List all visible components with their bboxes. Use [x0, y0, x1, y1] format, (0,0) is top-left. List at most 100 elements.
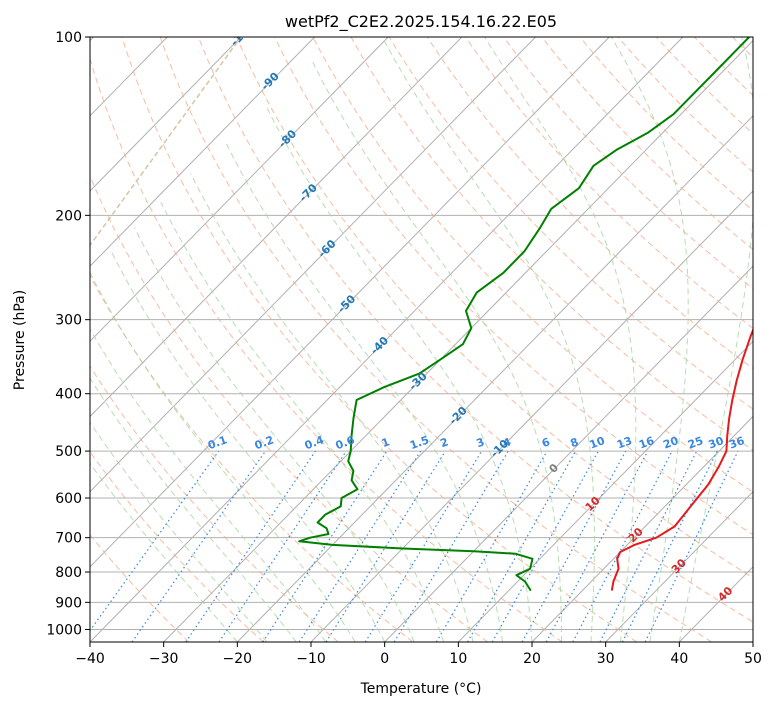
dry-adiabat-line: [350, 37, 753, 451]
isotherm-label: -100: [228, 20, 257, 49]
mixing-ratio-line: [491, 450, 599, 642]
isotherm-line: [90, 37, 242, 192]
isotherm-label: -40: [368, 334, 391, 357]
mixing-ratio-label: 20: [661, 434, 680, 452]
dry-adiabat-line: [694, 37, 753, 97]
y-tick-label: 200: [55, 208, 82, 224]
mixing-ratio-label: 1: [380, 435, 392, 450]
isotherm-line: [457, 340, 753, 642]
dry-adiabat-line: [121, 37, 638, 642]
line-labels: 0.1 0.2 0.4 0.6 1 1.5 2 3 4 6 8 10 13 16 20 25 30 36-100-…: [206, 20, 746, 604]
isotherm-label: 40: [715, 584, 735, 604]
x-tick-label: 30: [597, 651, 615, 667]
mixing-ratio-line: [644, 450, 739, 642]
y-tick-label: 600: [55, 491, 82, 507]
dry-adiabat-line: [579, 37, 753, 212]
mixing-ratio-label: 0.6: [334, 433, 357, 452]
moist-adiabat-line: [90, 421, 268, 642]
mixing-ratio-label: 16: [637, 434, 656, 452]
x-tick-label: −20: [223, 651, 253, 667]
mixing-ratio-line: [364, 450, 483, 642]
moist-adiabat-line: [190, 173, 474, 642]
x-tick-label: 0: [380, 651, 389, 667]
y-tick-label: 300: [55, 313, 82, 329]
isotherm-line: [752, 641, 753, 642]
mixing-ratio-line: [466, 450, 577, 642]
background-lines: [90, 37, 775, 642]
dry-adiabat-line: [503, 37, 753, 290]
dry-adiabat-line: [90, 534, 190, 642]
mixing-ratio-line: [545, 450, 649, 642]
mixing-ratio-line: [185, 450, 316, 642]
y-tick-label: 1000: [46, 622, 82, 638]
arc-line: [90, 37, 242, 247]
mixing-ratio-label: 3: [475, 435, 487, 450]
y-tick-label: 900: [55, 595, 82, 611]
y-tick-label: 500: [55, 444, 82, 460]
dry-adiabat-line: [90, 174, 488, 642]
isotherm-label: -80: [276, 127, 299, 150]
isotherm-label: -60: [315, 237, 338, 260]
mixing-ratio-line: [393, 450, 509, 642]
isotherm-label: -90: [259, 70, 282, 93]
dry-adiabat-line: [426, 37, 753, 370]
mixing-ratio-label: 6: [540, 435, 552, 450]
moist-adiabat-line: [90, 272, 356, 642]
isotherm-line: [605, 490, 753, 642]
isotherm-label: -70: [297, 181, 320, 204]
isotherm-line: [90, 37, 536, 493]
moist-adiabat-line: [484, 37, 637, 642]
dry-adiabat-line: [159, 37, 712, 642]
y-tick-label: 700: [55, 531, 82, 547]
mixing-ratio-line: [131, 450, 266, 642]
isotherm-line: [678, 566, 753, 642]
profile-lines: [298, 37, 753, 592]
isotherm-line: [90, 37, 610, 568]
mixing-ratio-line: [621, 450, 718, 642]
x-tick-label: −40: [75, 651, 105, 667]
moist-adiabat-line: [160, 201, 445, 642]
mixing-ratio-label: 25: [686, 434, 705, 451]
isotherm-line: [90, 37, 315, 267]
isotherm-line: [163, 39, 753, 642]
mixing-ratio-line: [218, 450, 347, 642]
y-tick-label: 400: [55, 387, 82, 403]
temperature-profile: [610, 327, 753, 591]
plot-frame: [89, 36, 754, 643]
x-tick-label: −10: [296, 651, 326, 667]
mixing-ratio-label: 1.5: [408, 433, 431, 452]
mixing-ratio-line: [599, 450, 698, 642]
y-axis-label: Pressure (hPa): [12, 290, 28, 390]
x-axis: −40 −30 −20 −10 0 10 20 30 40 50: [75, 642, 762, 667]
dry-adiabat-line: [771, 37, 775, 642]
x-tick-label: −30: [149, 651, 179, 667]
mixing-ratio-label: 10: [588, 434, 607, 452]
mixing-ratio-line: [262, 450, 388, 642]
x-tick-label: 10: [449, 651, 467, 667]
dry-adiabat-line: [388, 37, 753, 410]
mixing-ratio-label: 0.1: [206, 433, 229, 452]
dry-adiabat-line: [655, 37, 753, 135]
isotherm-line: [90, 37, 389, 343]
moist-adiabat-line: [678, 37, 753, 642]
isotherm-label: 30: [669, 556, 689, 576]
moist-adiabat-line: [381, 37, 595, 642]
moist-adiabat-line: [610, 37, 689, 642]
dry-adiabat-line: [617, 37, 753, 173]
mixing-ratio-label: 2: [438, 435, 450, 450]
dry-adiabat-line: [312, 37, 753, 493]
x-tick-label: 40: [670, 651, 688, 667]
moist-adiabat-line: [90, 327, 327, 642]
x-tick-label: 50: [744, 651, 762, 667]
mixing-ratio-label: 0.2: [253, 433, 276, 452]
x-tick-label: 20: [523, 651, 541, 667]
mixing-ratio-label: 8: [569, 435, 581, 450]
dry-adiabat-line: [90, 57, 563, 642]
dry-adiabat-line: [90, 451, 264, 642]
moist-adiabat-line: [264, 104, 533, 642]
mixing-ratio-label: 13: [615, 434, 634, 451]
isotherm-line: [90, 37, 463, 418]
moist-adiabat-line: [224, 141, 503, 642]
dry-adiabat-line: [236, 37, 753, 579]
